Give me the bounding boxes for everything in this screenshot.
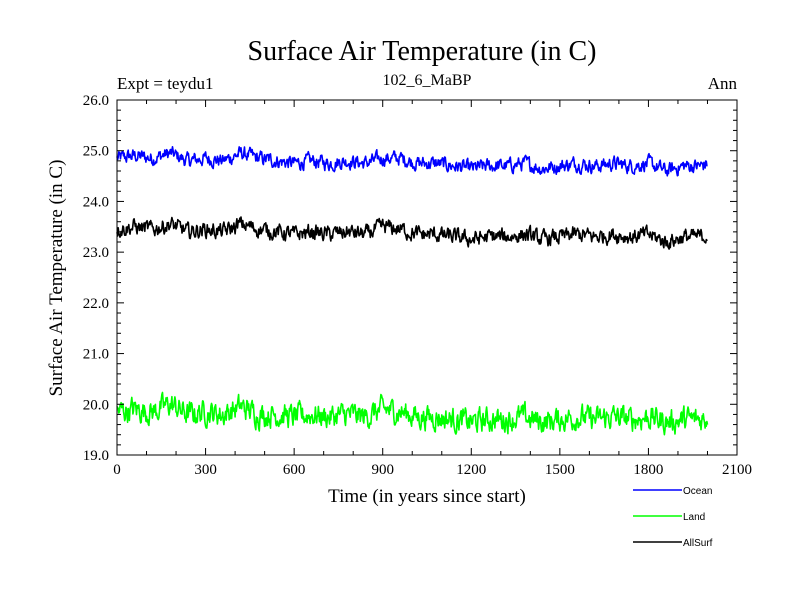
series-line-allsurf	[116, 216, 708, 250]
series-layer	[116, 146, 709, 436]
legend-label-land: Land	[683, 512, 705, 523]
chart-subtitle: 102_6_MaBP	[383, 72, 472, 89]
x-axis-label: Time (in years since start)	[328, 486, 526, 507]
legend-label-ocean: Ocean	[683, 486, 712, 497]
x-tick-label: 1500	[545, 462, 575, 478]
period-label: Ann	[708, 74, 738, 93]
experiment-label: Expt = teydu1	[117, 74, 213, 93]
x-tick-label: 1200	[456, 462, 486, 478]
x-tick-label: 300	[194, 462, 217, 478]
y-tick-label: 26.0	[83, 93, 109, 109]
y-tick-label: 20.0	[83, 397, 109, 413]
y-tick-label: 24.0	[83, 194, 109, 210]
y-tick-label: 21.0	[83, 347, 109, 363]
y-tick-label: 25.0	[83, 144, 109, 160]
x-tick-label: 900	[371, 462, 394, 478]
y-tick-label: 19.0	[83, 448, 109, 464]
plot-frame	[116, 99, 738, 456]
y-tick-label: 23.0	[83, 245, 109, 261]
legend-label-allsurf: AllSurf	[683, 538, 713, 549]
x-tick-label: 0	[113, 462, 121, 478]
y-axis-label: Surface Air Temperature (in C)	[46, 160, 67, 397]
y-tick-label: 22.0	[83, 296, 109, 312]
x-tick-label: 600	[283, 462, 306, 478]
chart-title: Surface Air Temperature (in C)	[248, 36, 597, 67]
legend: Ocean Land AllSurf	[633, 486, 713, 549]
series-line-land	[116, 391, 709, 436]
x-tick-label: 1800	[633, 462, 663, 478]
series-line-ocean	[116, 146, 708, 177]
x-tick-label: 2100	[722, 462, 752, 478]
axes: 0 300 600 900 1200 1500 1800 2100 19.0 20.0 21.0 22…	[83, 93, 752, 478]
